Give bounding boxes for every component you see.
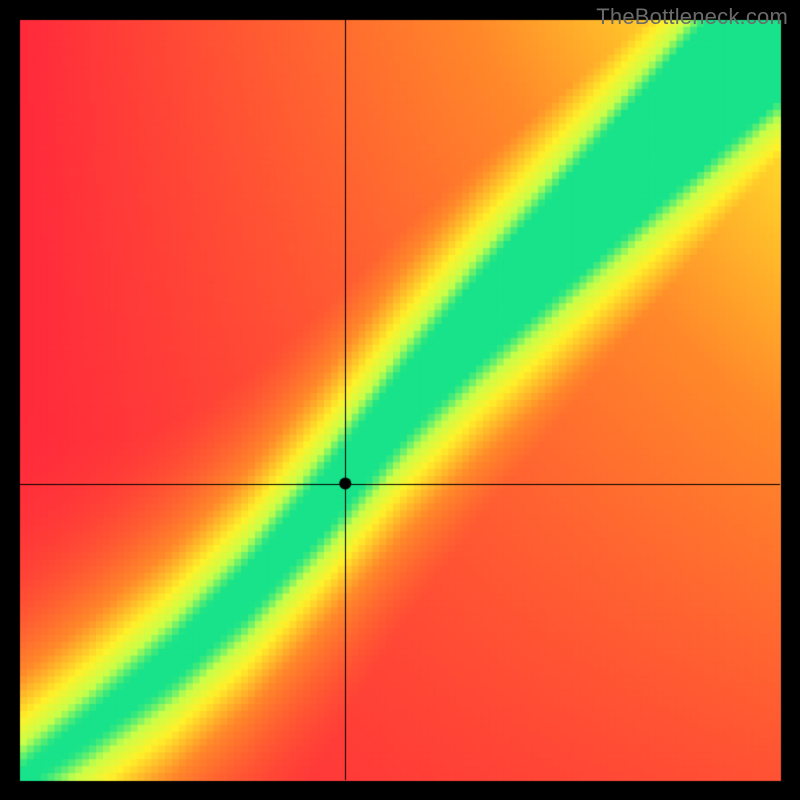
bottleneck-heatmap-canvas [0, 0, 800, 800]
watermark-label: TheBottleneck.com [596, 4, 788, 30]
figure-root: TheBottleneck.com [0, 0, 800, 800]
